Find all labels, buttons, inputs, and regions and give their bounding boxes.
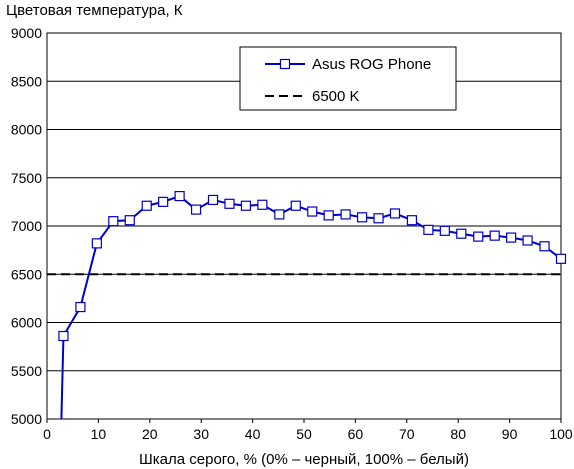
legend: Asus ROG Phone 6500 K: [239, 46, 457, 111]
data-point-45.2: [274, 209, 285, 220]
y-tick-label-5500: 5500: [11, 363, 42, 379]
data-point-51.6: [307, 206, 318, 217]
data-point-6.5: [75, 301, 86, 313]
data-point-16.1: [124, 215, 135, 226]
x-tick-label-50: 50: [296, 426, 312, 442]
data-point-83.9: [473, 231, 484, 242]
data-point-19.4: [141, 200, 152, 211]
legend-swatch-asus-marker: [279, 58, 291, 70]
data-point-48.4: [290, 200, 301, 211]
legend-label-asus: Asus ROG Phone: [312, 56, 431, 73]
data-point-25.8: [174, 190, 185, 202]
data-point-90.3: [506, 232, 517, 243]
x-tick-label-60: 60: [348, 426, 364, 442]
x-tick-label-0: 0: [43, 426, 51, 442]
x-tick-label-20: 20: [142, 426, 158, 442]
y-tick-label-8500: 8500: [11, 73, 42, 89]
legend-label-6500k: 6500 K: [312, 88, 360, 105]
x-tick-label-30: 30: [193, 426, 209, 442]
x-tick-label-70: 70: [399, 426, 415, 442]
data-series: [47, 190, 567, 420]
data-point-29: [190, 204, 202, 215]
legend-box: [239, 46, 457, 111]
data-point-74.2: [423, 224, 434, 235]
data-point-3.2: [58, 330, 69, 342]
data-point-35.5: [224, 198, 235, 209]
y-tick-labels: 5000 5500 6000 6500 7000 7500 8000 8500 9000: [11, 25, 42, 427]
data-point-61.3: [356, 212, 368, 223]
y-tick-label-6500: 6500: [11, 266, 42, 282]
data-point-12.9: [108, 216, 119, 227]
y-tick-label-6000: 6000: [11, 315, 42, 331]
data-point-41.9: [257, 199, 268, 210]
data-point-32.3: [207, 194, 219, 206]
data-point-100: [555, 253, 567, 264]
data-point-67.7: [389, 208, 401, 219]
x-tick-label-80: 80: [450, 426, 466, 442]
data-point-71: [406, 215, 418, 226]
y-axis-title: Цветовая температура, К: [6, 2, 183, 19]
data-point-93.5: [522, 235, 533, 246]
data-point-38.7: [240, 200, 252, 211]
data-point-58.1: [340, 209, 351, 220]
grid-lines: [47, 80, 561, 372]
y-tick-label-8000: 8000: [11, 122, 42, 138]
data-point-80.6: [456, 228, 467, 239]
x-tick-label-90: 90: [502, 426, 518, 442]
x-tick-labels: 0 10 20 30 40 50 60 70 80 90 100: [43, 419, 573, 442]
data-point-96.8: [539, 241, 550, 252]
y-tick-label-5000: 5000: [11, 411, 42, 427]
data-point-77.4: [439, 225, 450, 236]
data-point-22.6: [158, 196, 169, 207]
data-point-64.5: [373, 213, 384, 224]
y-tick-label-7000: 7000: [11, 218, 42, 234]
x-axis-title: Шкала серого, % (0% – черный, 100% – бел…: [139, 451, 469, 468]
x-tick-label-40: 40: [245, 426, 261, 442]
x-tick-label-100: 100: [549, 426, 573, 442]
y-tick-label-9000: 9000: [11, 25, 42, 41]
x-tick-label-10: 10: [91, 426, 107, 442]
y-tick-label-7500: 7500: [11, 170, 42, 186]
data-point-54.8: [323, 210, 334, 221]
data-point-9.7: [91, 238, 102, 249]
data-point-87.1: [489, 230, 500, 241]
